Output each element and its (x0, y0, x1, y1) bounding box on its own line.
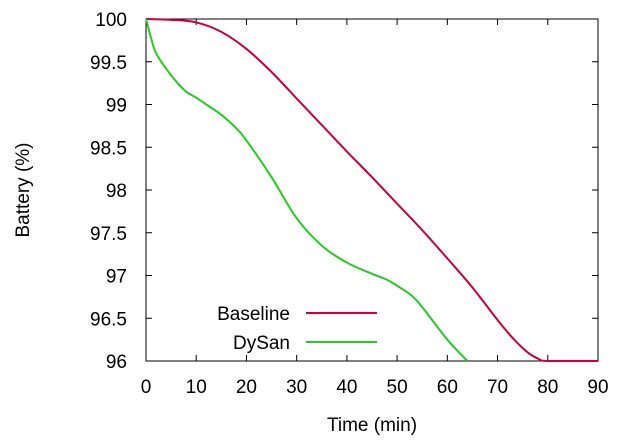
series-lines (145, 18, 598, 362)
y-tick-label: 99 (106, 96, 127, 117)
x-tick-label: 80 (537, 377, 558, 398)
y-tick-label: 100 (95, 10, 127, 31)
legend: Baseline DySan (217, 304, 377, 354)
legend-label-baseline: Baseline (217, 304, 290, 325)
x-tick-label: 0 (141, 377, 152, 398)
legend-label-dysan: DySan (233, 333, 290, 354)
x-tick-label: 30 (286, 377, 307, 398)
plot-frame (145, 18, 599, 362)
x-tick-label: 10 (186, 377, 207, 398)
x-tick-label: 50 (387, 377, 408, 398)
axis-ticks (145, 18, 599, 362)
y-tick-label: 98 (106, 181, 127, 202)
y-tick-label: 98.5 (90, 138, 127, 159)
y-tick-label: 96 (106, 352, 127, 373)
x-tick-label: 40 (336, 377, 357, 398)
y-tick-label: 99.5 (90, 53, 127, 74)
x-tick-label: 90 (587, 377, 608, 398)
x-tick-label: 20 (236, 377, 257, 398)
series-line-baseline (145, 18, 598, 362)
tick-labels: 0 10 20 30 40 50 60 70 80 90 96 96.5 97 97.5 98 98.5 99 9… (90, 10, 609, 398)
x-axis-label: Time (min) (327, 415, 417, 436)
y-tick-label: 96.5 (90, 309, 127, 330)
y-tick-label: 97 (106, 267, 127, 288)
x-tick-label: 70 (487, 377, 508, 398)
y-axis-label: Battery (%) (13, 142, 34, 237)
x-tick-label: 60 (437, 377, 458, 398)
y-tick-label: 97.5 (90, 224, 127, 245)
series-line-dysan (145, 18, 469, 362)
